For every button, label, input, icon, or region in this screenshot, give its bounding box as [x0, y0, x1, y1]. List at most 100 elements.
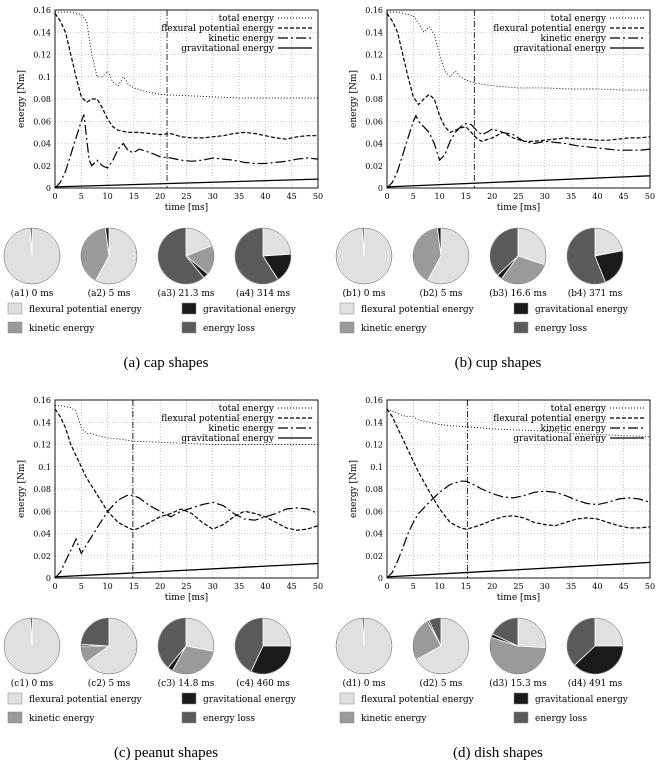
pie-label: (c1) 0 ms [11, 678, 54, 689]
y-tick-label: 0.08 [365, 95, 383, 104]
pie-legend-swatch-loss [513, 711, 529, 724]
series-line-kinetic [386, 480, 651, 579]
y-tick-label: 0.06 [365, 117, 383, 126]
x-tick-label: 0 [384, 582, 389, 591]
caption-d: (d) dish shapes [453, 745, 543, 761]
panel-d: 0 5 10 15 20 25 30 35 40 45 50 0 0.02 0.04 0.06 0.08 0.1… [332, 390, 664, 780]
x-tick-label: 0 [52, 192, 57, 201]
x-tick-label: 25 [181, 192, 191, 201]
pie-outline [3, 227, 61, 285]
x-tick-label: 45 [287, 582, 297, 591]
y-tick-label: 0.02 [365, 162, 383, 171]
pie-legend-label-flexural: flexural potential energy [361, 305, 475, 315]
pie-label: (a2) 5 ms [88, 288, 131, 299]
pie-chart [335, 227, 393, 285]
pie-label: (d4) 491 ms [568, 678, 623, 689]
x-tick-label: 25 [513, 192, 523, 201]
y-axis-label: energy [Nm] [17, 70, 27, 128]
pie-label: (d1) 0 ms [342, 678, 385, 689]
y-tick-label: 0.12 [33, 441, 51, 450]
pie-label: (b3) 16.6 ms [489, 288, 547, 299]
x-tick-label: 25 [513, 582, 523, 591]
pie-legend-swatch-flexural [339, 692, 355, 705]
legend-label-total: total energy [219, 14, 275, 24]
pie-legend-swatch-loss [181, 321, 197, 334]
y-tick-label: 0.1 [370, 73, 383, 82]
pie-chart [489, 617, 547, 675]
y-tick-label: 0 [378, 184, 383, 193]
y-tick-label: 0.16 [33, 6, 51, 15]
pie-slice-loss [80, 617, 110, 647]
series-line-gravitational [386, 175, 651, 188]
pie-label: (d3) 15.3 ms [489, 678, 547, 689]
pie-legend-swatch-gravitational [513, 302, 529, 315]
y-tick-label: 0.1 [370, 463, 383, 472]
plot-frame [54, 399, 319, 579]
x-tick-label: 5 [411, 192, 416, 201]
pie-chart [234, 227, 292, 285]
pie-label: (c4) 460 ms [236, 678, 290, 689]
pie-slice-flexural [185, 617, 215, 652]
y-tick-label: 0 [378, 574, 383, 583]
pie-outline [80, 617, 138, 675]
x-tick-label: 5 [79, 192, 84, 201]
pie-outline [80, 227, 138, 285]
pie-legend-label-flexural: flexural potential energy [361, 695, 475, 705]
y-axis-label: energy [Nm] [17, 460, 27, 518]
pie-legend-label-kinetic: kinetic energy [29, 714, 95, 724]
x-tick-label: 20 [155, 192, 165, 201]
x-tick-label: 25 [181, 582, 191, 591]
x-tick-label: 30 [208, 582, 218, 591]
plot-frame [386, 9, 651, 189]
pie-chart [489, 227, 547, 285]
y-tick-label: 0.08 [365, 485, 383, 494]
pie-chart [157, 617, 215, 675]
caption-c: (c) peanut shapes [113, 745, 219, 761]
y-tick-label: 0 [46, 574, 51, 583]
pie-outline [566, 227, 624, 285]
legend-label-total: total energy [219, 404, 275, 414]
pie-legend-swatch-kinetic [339, 321, 355, 334]
series-line-flexural [54, 12, 318, 140]
pie-outline [157, 227, 215, 285]
pie-chart [3, 227, 61, 285]
pie-legend-swatch-gravitational [181, 692, 197, 705]
y-tick-label: 0.08 [33, 95, 51, 104]
legend-label-flexural: flexural potential energy [493, 414, 607, 424]
x-tick-label: 45 [619, 582, 629, 591]
pie-chart [3, 617, 61, 675]
chart-c: 0 5 10 15 20 25 30 35 40 45 50 0 0.02 0.04 0.06 0.08 0.1… [3, 396, 323, 724]
series-line-gravitational [386, 561, 651, 578]
pie-chart [234, 617, 292, 675]
series-line-total [55, 405, 318, 445]
x-tick-label: 5 [411, 582, 416, 591]
pie-legend-swatch-kinetic [7, 711, 23, 724]
x-tick-label: 35 [566, 192, 576, 201]
pie-label: (c3) 14.8 ms [158, 678, 215, 689]
x-tick-label: 20 [487, 582, 497, 591]
pie-legend-label-gravitational: gravitational energy [203, 695, 297, 705]
caption-a: (a) cap shapes [123, 355, 209, 371]
x-tick-label: 30 [540, 192, 550, 201]
pie-legend-label-kinetic: kinetic energy [361, 324, 427, 334]
x-axis-label: time [ms] [497, 203, 540, 213]
pie-legend-swatch-kinetic [7, 321, 23, 334]
x-tick-label: 50 [645, 192, 655, 201]
pie-slice-flexural [517, 617, 547, 649]
x-tick-label: 0 [52, 582, 57, 591]
plot-frame [54, 9, 319, 189]
series-line-flexural [386, 408, 651, 530]
x-tick-label: 0 [384, 192, 389, 201]
pie-legend-swatch-loss [181, 711, 197, 724]
pie-legend-swatch-kinetic [339, 711, 355, 724]
x-tick-label: 45 [619, 192, 629, 201]
x-tick-label: 20 [487, 192, 497, 201]
pie-outline [157, 617, 215, 675]
y-tick-label: 0.06 [365, 507, 383, 516]
pie-outline [3, 617, 61, 675]
series-line-kinetic [54, 114, 319, 189]
x-tick-label: 20 [155, 582, 165, 591]
y-tick-label: 0.04 [365, 140, 383, 149]
legend-label-flexural: flexural potential energy [493, 24, 607, 34]
series-line-kinetic [386, 114, 651, 189]
